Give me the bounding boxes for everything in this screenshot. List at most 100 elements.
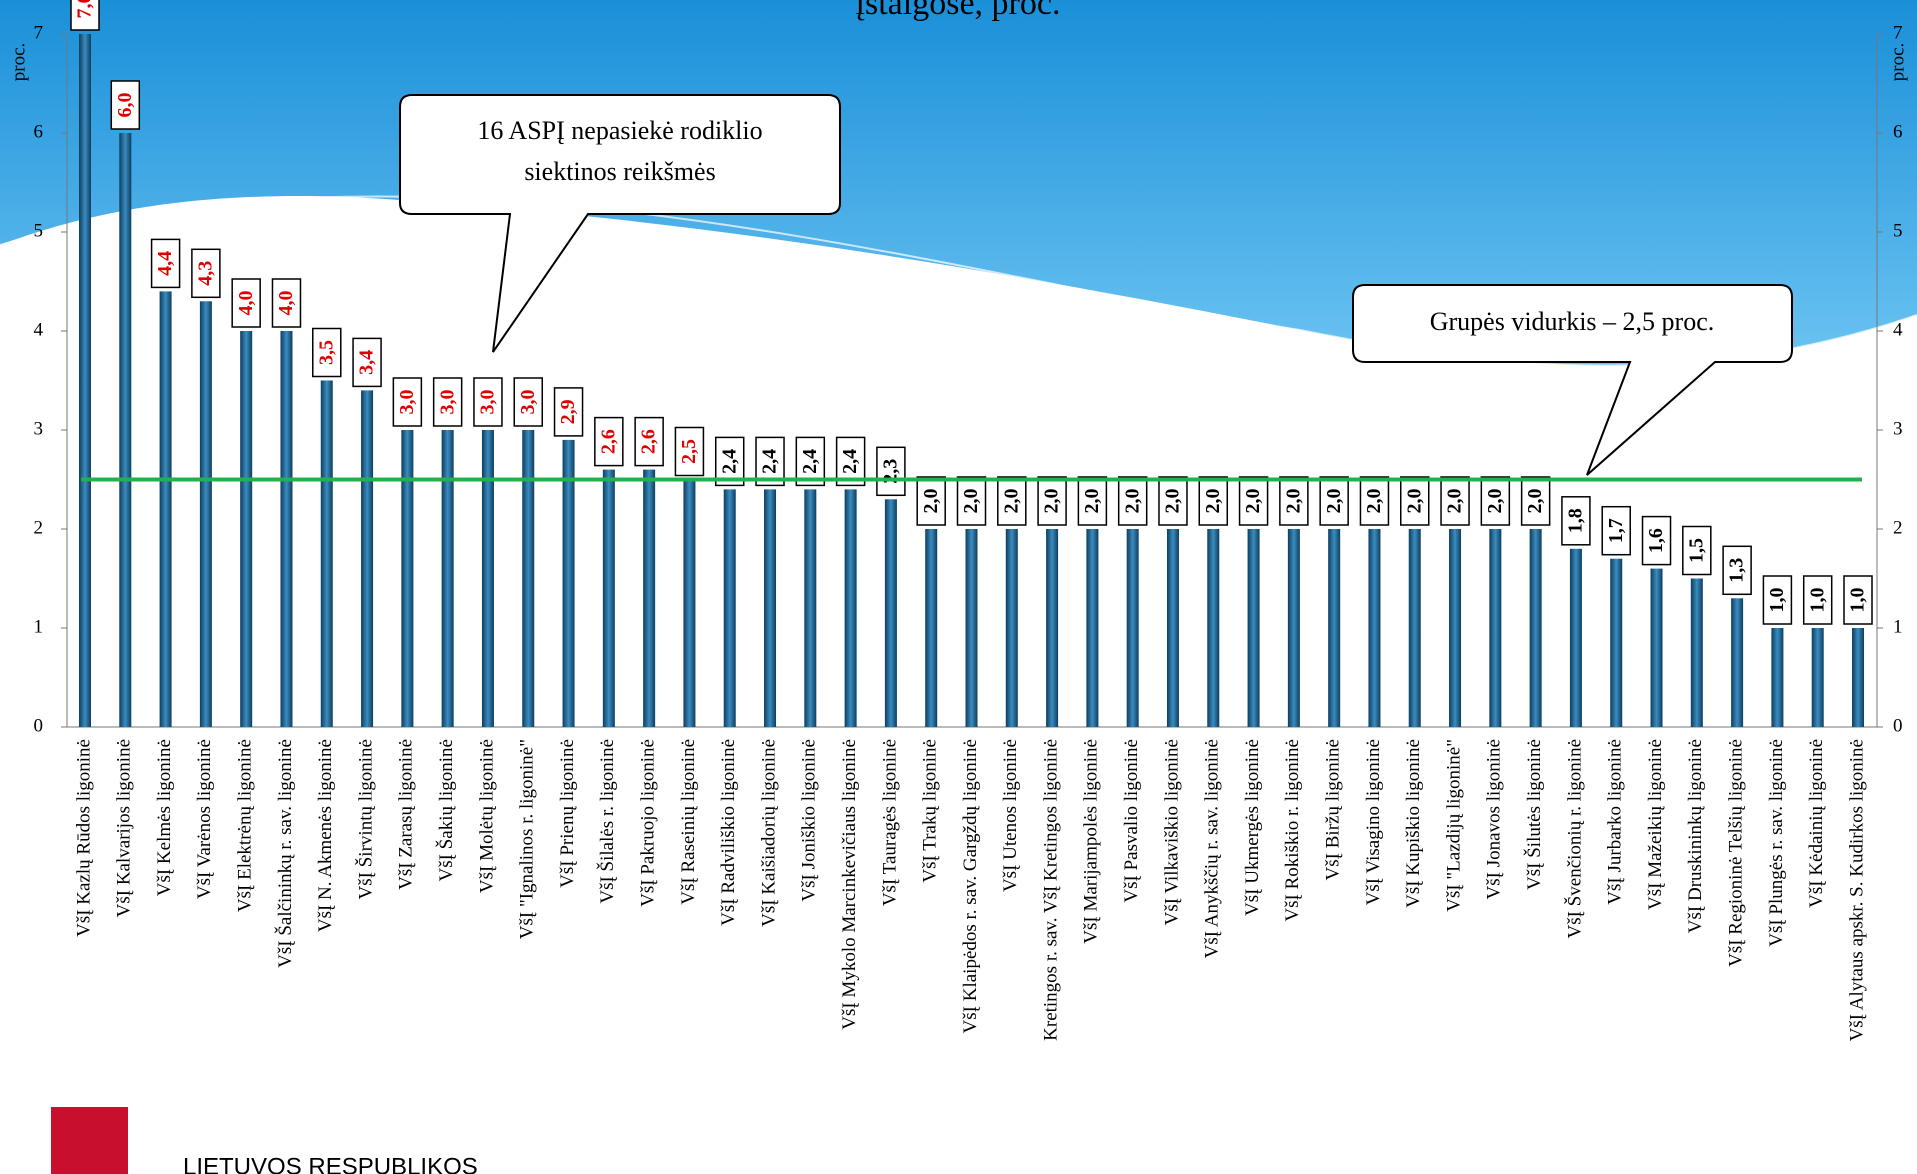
value-label: 2,4 <box>799 449 821 474</box>
x-tick-label: VšĮ Šilutės ligoninė <box>1523 739 1545 890</box>
value-label: 2,0 <box>920 489 942 514</box>
x-tick-label: VšĮ Klaipėdos r. sav. Gargždų ligoninė <box>960 739 981 1033</box>
y2-tick-label: 2 <box>1893 517 1903 538</box>
x-tick-label: VšĮ Alytaus apskr. S. Kudirkos ligoninė <box>1846 739 1867 1041</box>
value-label-box <box>997 476 1027 526</box>
x-tick-label: VšĮ Jonavos ligoninė <box>1484 739 1505 899</box>
y-tick-label: 5 <box>34 220 44 241</box>
value-label-box <box>1641 515 1672 566</box>
value-label-box <box>1722 545 1752 596</box>
bar <box>401 430 414 727</box>
value-label: 2,0 <box>1121 489 1143 514</box>
bar <box>884 499 897 727</box>
value-label-box <box>876 446 906 497</box>
bar <box>119 133 132 727</box>
value-label-box <box>1520 476 1551 526</box>
value-label: 3,0 <box>436 390 458 415</box>
x-tick-label: VšĮ Biržų ligoninė <box>1323 739 1344 880</box>
value-label-box <box>1843 575 1873 625</box>
callout-text: 16 ASPĮ nepasiekė rodiklio siektinos reik… <box>477 116 762 186</box>
value-label: 3,4 <box>356 350 378 375</box>
value-label: 2,4 <box>839 449 861 474</box>
value-label-box <box>231 278 261 328</box>
value-label-box <box>352 337 382 388</box>
bar <box>1005 529 1018 727</box>
bar <box>1368 529 1381 727</box>
value-label-box <box>191 248 221 299</box>
bar <box>1449 529 1462 727</box>
value-label: 2,0 <box>1403 489 1425 514</box>
x-tick-label: VšĮ Kupiškio ligoninė <box>1403 739 1424 908</box>
value-label-box <box>513 377 543 427</box>
value-label: 2,0 <box>1323 489 1345 514</box>
value-label: 4,0 <box>275 291 297 316</box>
header-wave <box>0 0 1917 366</box>
y2-tick-label: 3 <box>1893 418 1903 439</box>
x-tick-label: VšĮ Regioninė Telšių ligoninė <box>1725 739 1746 967</box>
value-label-box <box>110 80 141 130</box>
bar <box>643 469 656 727</box>
x-tick-label: Kretingos r. sav. VšĮ Kretingos ligoninė <box>1040 739 1061 1041</box>
y-tick-label: 0 <box>34 715 44 736</box>
x-tick-label: VšĮ Šalčininkų r. sav. ligoninė <box>274 739 296 968</box>
bar <box>441 430 454 727</box>
value-label-box <box>1400 476 1430 526</box>
chart-title: įstaigose, proc. <box>856 0 1061 22</box>
callout <box>1352 284 1793 476</box>
bar <box>1771 628 1784 727</box>
y2-tick-label: 7 <box>1893 22 1903 43</box>
x-tick-label: VšĮ Prienų ligoninė <box>557 739 578 888</box>
value-label-box <box>1037 476 1067 526</box>
bar <box>1408 529 1421 727</box>
x-tick-label: VšĮ Plungės r. sav. ligoninė <box>1766 739 1787 947</box>
value-label-box <box>1319 476 1349 526</box>
bar <box>965 529 978 727</box>
x-tick-label: VšĮ Šilalės r. ligoninė <box>596 739 618 904</box>
bar <box>1046 529 1059 727</box>
value-label: 2,0 <box>1524 489 1546 514</box>
value-label: 1,6 <box>1645 528 1667 553</box>
value-label: 2,0 <box>1202 489 1224 514</box>
value-label-box <box>634 416 664 467</box>
value-label: 2,0 <box>1444 489 1466 514</box>
value-label-box <box>1077 476 1108 526</box>
value-label-box <box>1802 575 1833 625</box>
bar <box>562 439 575 727</box>
value-label: 2,0 <box>1363 489 1385 514</box>
value-label: 2,6 <box>638 429 660 454</box>
value-label-box <box>553 387 584 437</box>
value-label: 1,3 <box>1726 558 1748 583</box>
bar <box>199 301 212 727</box>
x-tick-label: VšĮ Ukmergės ligoninė <box>1242 739 1263 916</box>
x-tick-label: VšĮ Zarasų ligoninė <box>396 739 417 890</box>
x-tick-label: VšĮ Marijampolės ligoninė <box>1081 739 1102 944</box>
x-tick-label: VšĮ Pasvalio ligoninė <box>1121 739 1142 903</box>
value-label-box <box>150 238 181 289</box>
x-tick-label: VšĮ "Ignalinos r. ligoninė" <box>517 739 538 939</box>
bar <box>361 390 374 727</box>
x-tick-label: VšĮ Anykščių r. sav. ligoninė <box>1202 739 1223 958</box>
y-tick-label: 6 <box>34 121 44 142</box>
x-tick-label: VšĮ "Lazdijų ligoninė" <box>1443 739 1464 912</box>
value-label: 6,0 <box>114 93 136 118</box>
x-tick-label: VšĮ Raseinių ligoninė <box>678 739 699 905</box>
bar <box>1529 529 1542 727</box>
bar <box>764 489 777 727</box>
value-label-box <box>1682 525 1712 576</box>
value-label: 2,0 <box>1484 489 1506 514</box>
value-label: 2,0 <box>1041 489 1063 514</box>
x-tick-label: VšĮ Varėnos ligoninė <box>194 739 215 899</box>
x-tick-label: VšĮ Kazlų Rūdos ligoninė <box>73 739 94 937</box>
wave-line <box>0 195 1917 367</box>
callout-text: Grupės vidurkis – 2,5 proc. <box>1430 307 1715 336</box>
bar <box>1610 558 1623 727</box>
value-label: 2,9 <box>557 399 579 424</box>
bar <box>320 380 333 727</box>
bar <box>240 331 253 727</box>
bar <box>1489 529 1502 727</box>
value-label: 3,0 <box>517 390 539 415</box>
bar <box>1328 529 1341 727</box>
bar <box>1731 598 1744 727</box>
y2-tick-label: 1 <box>1893 616 1903 637</box>
value-label: 2,0 <box>1242 489 1264 514</box>
